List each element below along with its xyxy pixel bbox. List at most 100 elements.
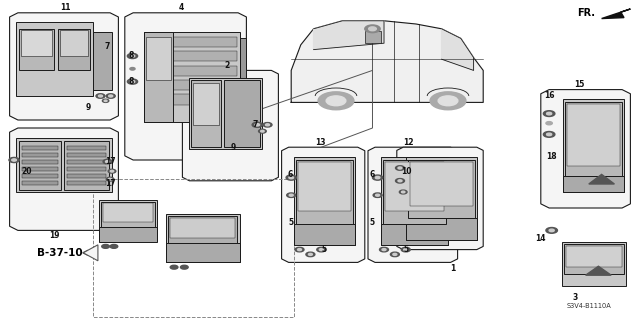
Text: FR.: FR. [577,8,595,19]
Bar [146,37,171,80]
Bar [298,162,351,211]
Circle shape [398,167,402,169]
Polygon shape [10,13,118,120]
Text: 13: 13 [315,138,325,147]
Text: 19: 19 [49,231,60,240]
Bar [381,224,448,245]
Text: 5: 5 [288,218,293,227]
Bar [144,32,240,122]
Bar [16,22,93,96]
Circle shape [396,166,404,170]
Bar [191,80,221,147]
Text: 1: 1 [451,264,456,273]
Bar [562,242,626,286]
Circle shape [438,96,458,106]
Text: B-37-10: B-37-10 [37,248,83,258]
Text: 4: 4 [179,3,184,12]
Polygon shape [125,13,246,160]
Circle shape [110,170,114,172]
Bar [189,78,262,149]
Bar [294,224,355,245]
Circle shape [106,94,115,98]
Text: 17: 17 [106,180,116,188]
Bar [566,246,622,267]
Bar [170,218,235,238]
Circle shape [289,194,293,196]
Bar [563,176,624,192]
Polygon shape [182,70,278,181]
Bar [406,157,477,240]
Bar [58,29,90,70]
Circle shape [549,229,554,232]
Bar [168,216,237,243]
Text: 7: 7 [105,42,110,51]
Circle shape [104,100,107,101]
Bar [22,146,58,150]
Circle shape [102,244,109,248]
Bar [410,162,473,206]
Text: 7: 7 [252,120,257,129]
Polygon shape [291,21,483,102]
Circle shape [390,252,399,257]
Bar [67,160,106,164]
Bar [64,141,109,190]
Text: 2: 2 [225,61,230,70]
Bar [144,32,173,122]
Circle shape [543,111,555,116]
Text: 5: 5 [322,245,327,254]
Bar [22,153,58,157]
Bar [296,160,353,224]
Bar [103,203,153,222]
Circle shape [263,123,272,127]
Polygon shape [83,245,98,261]
Bar [67,153,106,157]
Text: 11: 11 [60,3,70,12]
Circle shape [170,265,178,269]
Circle shape [369,27,376,31]
Circle shape [298,249,301,251]
Text: 6: 6 [370,170,375,179]
Bar [16,138,112,192]
Text: 6: 6 [288,170,293,179]
Circle shape [12,159,17,161]
Bar [224,80,260,147]
Circle shape [108,178,112,180]
Polygon shape [586,266,611,275]
Circle shape [9,157,19,163]
Circle shape [286,175,296,180]
Circle shape [393,253,397,255]
Bar [563,99,624,192]
Bar [22,181,58,185]
Bar [147,51,237,61]
Bar [147,94,237,105]
Bar [21,30,52,56]
Bar [147,66,237,76]
Bar [19,29,54,70]
Circle shape [130,55,135,57]
Circle shape [180,265,188,269]
Circle shape [318,92,354,110]
Circle shape [106,177,114,181]
Bar [22,174,58,178]
Text: 10: 10 [401,167,412,176]
Bar [99,200,157,240]
Circle shape [396,179,404,183]
Bar [193,83,219,125]
Text: 9: 9 [231,143,236,152]
Circle shape [255,124,260,126]
Text: 5: 5 [370,218,375,227]
Circle shape [546,122,552,125]
Bar [19,141,61,190]
Polygon shape [442,29,474,70]
Circle shape [430,92,466,110]
Circle shape [326,96,346,106]
Bar [147,80,237,90]
Polygon shape [541,90,630,208]
Circle shape [287,193,296,197]
Circle shape [546,228,557,233]
Bar [93,32,112,90]
Circle shape [99,95,102,97]
Circle shape [252,122,262,127]
Circle shape [103,159,112,164]
Bar [565,102,622,176]
